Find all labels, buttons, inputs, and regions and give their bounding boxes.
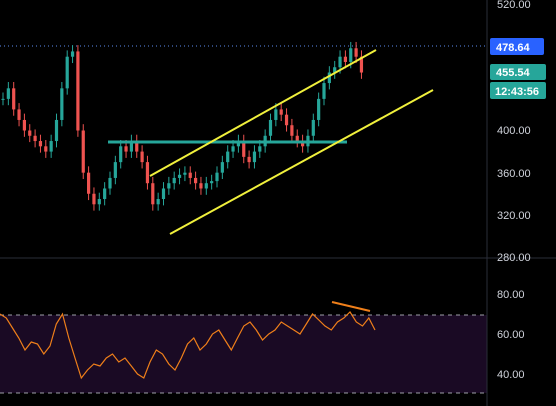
candle-body [108, 177, 112, 189]
candle-body [49, 141, 53, 152]
candle-body [311, 119, 315, 136]
candle-body [349, 48, 353, 62]
candle-body [167, 183, 171, 189]
candle-body [322, 83, 326, 99]
candle-body [258, 146, 262, 152]
candle-body [119, 146, 123, 163]
candle-body [33, 135, 37, 142]
rsi-tick: 60.00 [497, 329, 525, 341]
candle-body [103, 188, 107, 200]
candle-body [151, 183, 155, 205]
candle-body [226, 151, 230, 163]
rsi-tick: 40.00 [497, 369, 525, 381]
candle-body [247, 156, 251, 163]
candle-body [113, 162, 117, 178]
candle-body [177, 174, 182, 178]
rsi-tick: 80.00 [497, 289, 525, 301]
rsi-line [0, 311, 376, 380]
candle-body [129, 141, 133, 152]
candle-body [343, 56, 347, 62]
candle-body [301, 141, 305, 147]
candle-body [199, 183, 203, 189]
candle-body [333, 67, 337, 73]
candle-body [204, 183, 208, 189]
price-tick: 320.00 [497, 210, 531, 222]
candle-body [317, 98, 321, 120]
candles-group [1, 41, 364, 211]
candle-body [81, 130, 85, 173]
candle-body [295, 135, 299, 142]
rsi-divergence-line[interactable] [331, 301, 371, 312]
candle-body [215, 172, 219, 182]
countdown-label: 12:43:56 [495, 86, 539, 98]
candle-body [172, 177, 176, 184]
candle-body [6, 88, 10, 99]
price-tick: 400.00 [497, 125, 531, 137]
high-price-label: 478.64 [496, 42, 531, 54]
candle-body [359, 56, 364, 73]
candle-body [17, 109, 21, 120]
candle-body [124, 146, 128, 152]
candle-body [242, 141, 246, 157]
channel-lower-line[interactable] [169, 89, 434, 235]
candle-body [231, 146, 235, 152]
candle-body [145, 162, 150, 184]
candle-body [70, 51, 75, 57]
candle-body [22, 119, 26, 131]
price-tick: 360.00 [497, 168, 531, 180]
candle-body [156, 199, 160, 205]
last-price-badge [490, 64, 546, 80]
price-tick: 280.00 [497, 252, 531, 264]
candle-body [65, 56, 69, 89]
candle-body [354, 48, 358, 57]
last-price-label: 455.54 [496, 67, 531, 79]
candle-body [279, 109, 283, 115]
rsi-band [0, 315, 487, 393]
candle-body [60, 88, 64, 120]
channel-upper-line[interactable] [149, 49, 377, 177]
candle-body [44, 146, 48, 152]
candle-body [87, 172, 91, 194]
price-tick: 520.00 [497, 0, 531, 11]
candle-body [236, 141, 240, 147]
candle-body [210, 181, 214, 184]
candle-body [38, 141, 43, 147]
candle-body [97, 199, 101, 205]
candle-body [183, 172, 187, 175]
candle-body [76, 51, 80, 131]
candle-body [12, 88, 16, 110]
countdown-badge [490, 82, 546, 99]
candle-body [220, 162, 224, 173]
candle-body [327, 72, 331, 84]
candle-body [92, 193, 96, 205]
high-price-badge [490, 38, 544, 55]
candle-body [290, 125, 294, 136]
candle-body [161, 188, 166, 200]
candle-body [194, 177, 198, 184]
candle-body [284, 114, 289, 126]
candle-body [54, 119, 59, 142]
candle-body [140, 151, 144, 163]
candle-body [28, 130, 32, 136]
candle-body [188, 172, 192, 178]
candle-body [338, 56, 342, 68]
candle-body [274, 109, 278, 120]
candle-body [268, 119, 273, 136]
candle-body [1, 98, 5, 100]
candle-body [252, 151, 257, 163]
candle-body [135, 141, 139, 152]
